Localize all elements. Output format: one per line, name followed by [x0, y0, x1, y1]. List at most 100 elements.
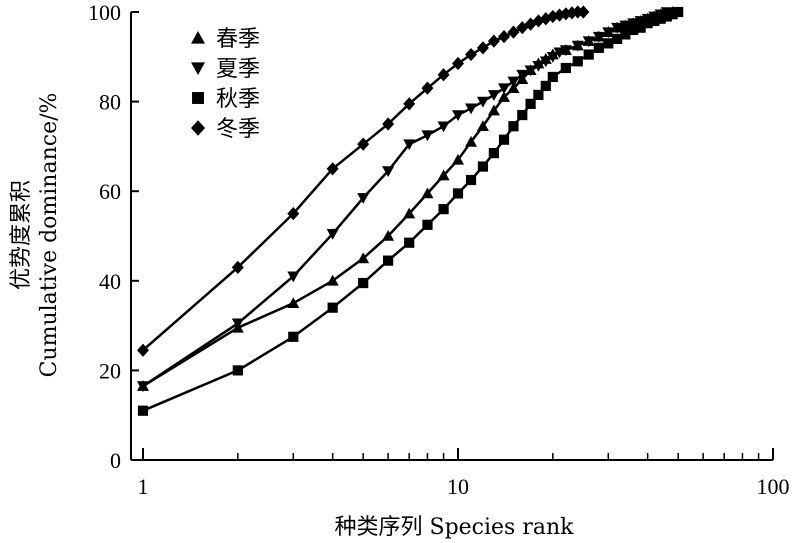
marker-square — [603, 38, 614, 49]
marker-triangle-up — [465, 135, 478, 147]
marker-square — [661, 11, 672, 22]
marker-square — [137, 405, 149, 416]
series-2 — [137, 7, 673, 393]
series-layer — [137, 5, 684, 416]
marker-diamond — [476, 41, 489, 55]
marker-diamond — [137, 343, 149, 357]
marker-triangle-down — [326, 228, 339, 240]
marker-triangle-up — [287, 297, 300, 308]
legend-item: 冬季 — [191, 117, 260, 142]
series-4 — [137, 5, 590, 357]
marker-diamond — [191, 120, 205, 136]
marker-triangle-down — [627, 18, 640, 30]
marker-square — [547, 71, 558, 83]
marker-triangle-up — [507, 82, 520, 93]
marker-square — [628, 24, 639, 36]
marker-diamond — [524, 17, 537, 31]
legend-label: 春季 — [216, 27, 260, 52]
series-line — [142, 10, 584, 352]
y-axis-title-en: Cumulative dominance/% — [37, 93, 62, 378]
marker-triangle-down — [592, 31, 605, 43]
marker-triangle-up — [498, 91, 511, 102]
marker-diamond — [507, 25, 520, 39]
marker-triangle-down — [437, 121, 450, 133]
marker-square — [438, 204, 449, 215]
marker-diamond — [465, 47, 478, 62]
marker-square — [192, 92, 204, 104]
marker-triangle-down — [611, 22, 624, 34]
marker-triangle-up — [357, 252, 370, 264]
marker-triangle-up — [421, 187, 434, 199]
marker-triangle-down — [191, 62, 205, 75]
x-tick-label: 1 — [138, 474, 149, 499]
marker-square — [508, 121, 519, 132]
y-tick-label: 0 — [110, 448, 121, 473]
legend-label: 秋季 — [216, 87, 260, 112]
marker-square — [673, 6, 684, 18]
marker-square — [667, 9, 678, 20]
marker-square — [533, 89, 544, 100]
marker-square — [540, 80, 551, 92]
marker-square — [358, 277, 369, 289]
marker-diamond — [326, 162, 339, 176]
marker-square — [642, 18, 653, 29]
marker-triangle-up — [452, 153, 464, 165]
marker-triangle-down — [403, 139, 416, 151]
marker-triangle-down — [137, 381, 149, 393]
marker-triangle-down — [382, 166, 395, 178]
y-tick-label: 100 — [88, 0, 121, 25]
marker-square — [288, 331, 299, 342]
marker-diamond — [357, 137, 370, 151]
marker-triangle-down — [231, 318, 244, 330]
marker-triangle-down — [553, 47, 566, 59]
legend-label: 冬季 — [216, 117, 260, 142]
marker-triangle-down — [582, 36, 595, 48]
marker-square — [422, 219, 433, 230]
marker-triangle-down — [602, 27, 615, 39]
y-tick-label: 60 — [99, 179, 121, 204]
legend-item: 春季 — [191, 27, 260, 52]
marker-triangle-down — [287, 271, 300, 283]
marker-triangle-down — [532, 60, 545, 72]
marker-square — [583, 49, 594, 60]
marker-triangle-down — [559, 45, 572, 57]
marker-triangle-down — [421, 130, 434, 142]
marker-square — [635, 22, 646, 33]
marker-square — [404, 237, 415, 248]
marker-triangle-down — [357, 193, 370, 204]
legend-item: 夏季 — [191, 57, 260, 82]
marker-triangle-down — [476, 96, 489, 108]
marker-square — [572, 56, 583, 67]
marker-triangle-down — [516, 69, 529, 81]
marker-square — [383, 255, 394, 266]
marker-square — [327, 302, 338, 313]
marker-square — [612, 33, 623, 44]
marker-triangle-down — [619, 20, 632, 32]
marker-diamond — [403, 97, 416, 111]
marker-triangle-up — [382, 230, 395, 241]
series-3 — [137, 6, 684, 416]
marker-square — [232, 365, 243, 376]
marker-triangle-down — [498, 83, 511, 95]
marker-diamond — [516, 21, 529, 35]
marker-triangle-down — [507, 76, 520, 88]
x-axis-title: 种类序列 Species rank — [335, 515, 575, 540]
marker-triangle-down — [524, 65, 537, 77]
x-tick-label: 100 — [757, 474, 790, 499]
marker-diamond — [498, 30, 511, 44]
marker-diamond — [452, 56, 464, 71]
marker-triangle-down — [546, 52, 559, 63]
axes: 0 20 40 60 80 100 1 10 100 — [88, 0, 790, 499]
marker-triangle-up — [326, 274, 339, 286]
y-tick-label: 20 — [99, 358, 121, 383]
marker-square — [477, 161, 489, 172]
marker-triangle-up — [403, 207, 416, 219]
marker-triangle-down — [487, 90, 500, 101]
marker-diamond — [487, 34, 500, 48]
x-tick-label: 10 — [447, 474, 469, 499]
marker-triangle-down — [571, 40, 584, 52]
axis-titles: 种类序列 Species rank 优势度累积 Cumulative domin… — [9, 93, 574, 540]
legend-label: 夏季 — [216, 57, 260, 82]
